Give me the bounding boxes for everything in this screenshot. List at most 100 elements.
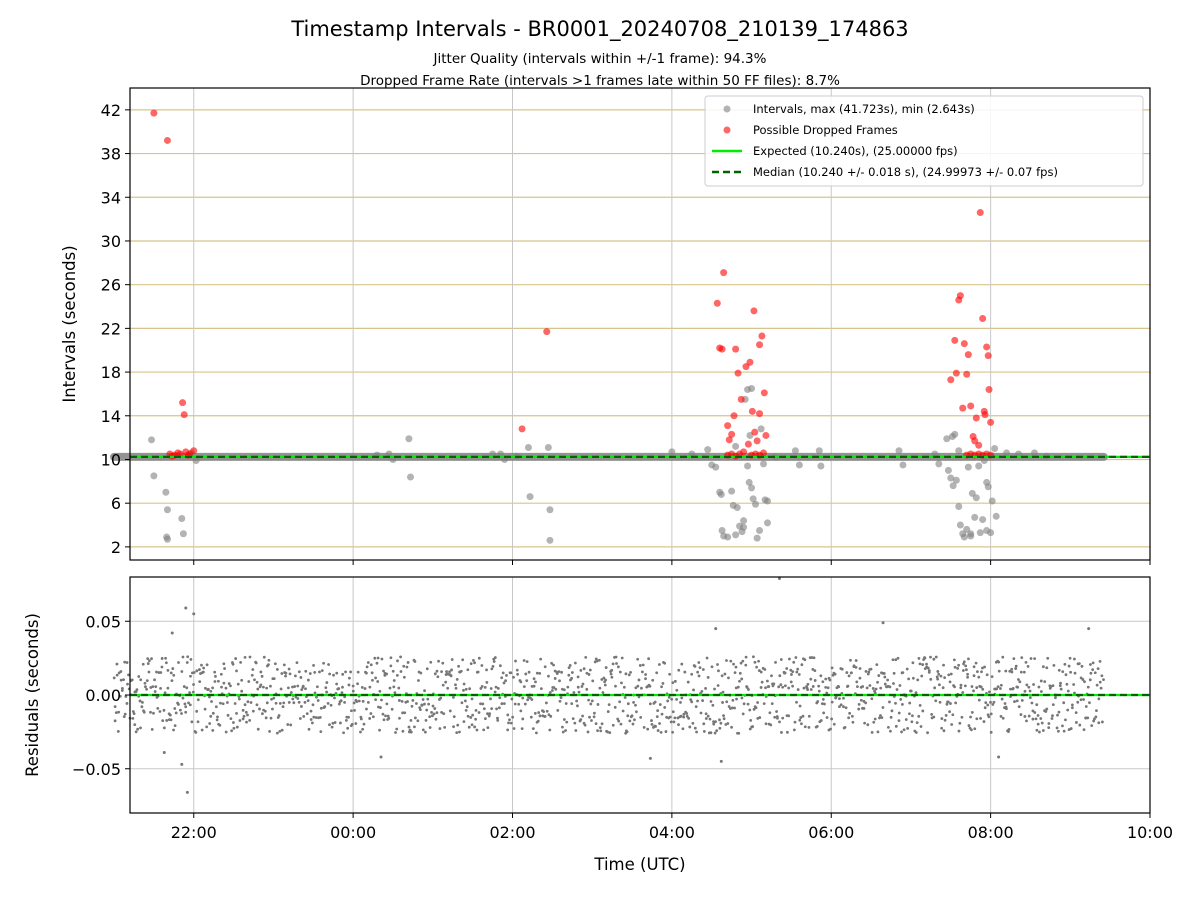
residual-point — [937, 683, 941, 687]
residual-point — [314, 716, 318, 719]
residual-point — [875, 663, 879, 667]
residual-point — [350, 709, 353, 713]
residual-point — [738, 679, 741, 683]
residual-point — [1084, 705, 1088, 708]
residual-point — [532, 677, 536, 681]
residual-point — [464, 708, 468, 712]
residual-point — [229, 717, 233, 720]
residual-point — [282, 663, 286, 667]
residual-point — [796, 688, 800, 691]
residual-point — [222, 681, 226, 685]
residual-point — [277, 714, 281, 717]
residual-point — [717, 669, 720, 673]
residual-point — [548, 728, 552, 732]
residual-point — [371, 715, 375, 719]
residual-point — [672, 720, 676, 724]
residual-point — [970, 710, 974, 714]
residual-point — [754, 706, 758, 710]
interval-point — [935, 460, 943, 468]
residual-point — [527, 670, 531, 674]
residual-point — [487, 714, 491, 718]
residual-point — [1027, 714, 1031, 718]
residual-point — [830, 717, 833, 721]
residual-point — [622, 685, 626, 689]
residual-point — [443, 725, 447, 729]
interval-point — [971, 513, 979, 521]
residual-point — [438, 727, 442, 730]
residual-point — [574, 729, 578, 732]
residual-point — [458, 730, 461, 734]
chart-subtitle-dropped: Dropped Frame Rate (intervals >1 frames … — [360, 73, 840, 89]
residual-point — [139, 678, 143, 682]
legend-label-expected: Expected (10.240s), (25.00000 fps) — [753, 144, 958, 158]
residual-point — [473, 725, 477, 729]
residual-point — [202, 666, 206, 670]
residual-point — [900, 702, 904, 706]
residual-point — [1019, 713, 1023, 716]
residual-point — [232, 726, 236, 730]
residual-point — [954, 701, 958, 705]
residual-point — [708, 717, 712, 721]
residual-point — [777, 685, 781, 689]
dropped-frame-point — [748, 407, 756, 415]
residual-point — [337, 687, 341, 690]
residual-point — [951, 713, 955, 717]
residual-point — [483, 717, 487, 721]
residual-point — [709, 731, 713, 735]
residual-point — [337, 702, 341, 706]
residual-outlier-point — [1087, 627, 1091, 631]
residual-point — [239, 660, 243, 664]
residual-point — [857, 707, 861, 711]
interval-point — [764, 519, 771, 527]
residual-point — [287, 667, 291, 671]
residual-point — [120, 689, 124, 692]
residual-point — [1019, 670, 1023, 674]
residual-point — [610, 668, 614, 672]
residual-point — [781, 685, 785, 689]
residual-point — [956, 666, 960, 670]
residual-point — [119, 670, 123, 673]
residual-point — [730, 706, 734, 710]
residual-point — [420, 704, 424, 707]
residual-point — [185, 661, 189, 664]
residual-point — [667, 695, 671, 699]
residual-point — [485, 668, 488, 672]
residual-point — [241, 708, 245, 712]
residual-point — [402, 664, 406, 668]
residual-point — [897, 719, 901, 723]
residual-point — [275, 731, 279, 735]
residual-point — [325, 681, 329, 684]
residual-point — [802, 686, 806, 690]
residual-point — [1071, 703, 1074, 707]
legend-box — [704, 95, 1144, 187]
residual-point — [448, 709, 452, 713]
residual-point — [244, 710, 248, 714]
residual-point — [323, 705, 327, 709]
x-tick-label: 02:00 — [489, 823, 535, 842]
residual-point — [390, 707, 394, 711]
dropped-frame-point — [758, 332, 766, 340]
residual-point — [725, 700, 729, 704]
interval-point — [988, 497, 996, 505]
residual-point — [969, 715, 972, 719]
interval-point — [975, 462, 983, 470]
residual-point — [576, 704, 579, 708]
residual-point — [472, 659, 475, 662]
residual-point — [494, 685, 498, 689]
interval-point — [524, 443, 532, 451]
interval-point — [951, 430, 959, 438]
dropped-frame-point — [972, 414, 980, 422]
residual-point — [1061, 670, 1065, 674]
residual-point — [888, 700, 891, 704]
residual-point — [769, 723, 773, 727]
residual-point — [374, 676, 377, 680]
residual-point — [318, 670, 321, 674]
residual-point — [398, 716, 401, 720]
residual-point — [915, 721, 919, 725]
residual-point — [781, 716, 785, 720]
residual-point — [961, 669, 965, 672]
residual-point — [303, 700, 307, 704]
residual-point — [517, 702, 521, 706]
residual-point — [376, 680, 380, 683]
residual-point — [671, 730, 674, 734]
